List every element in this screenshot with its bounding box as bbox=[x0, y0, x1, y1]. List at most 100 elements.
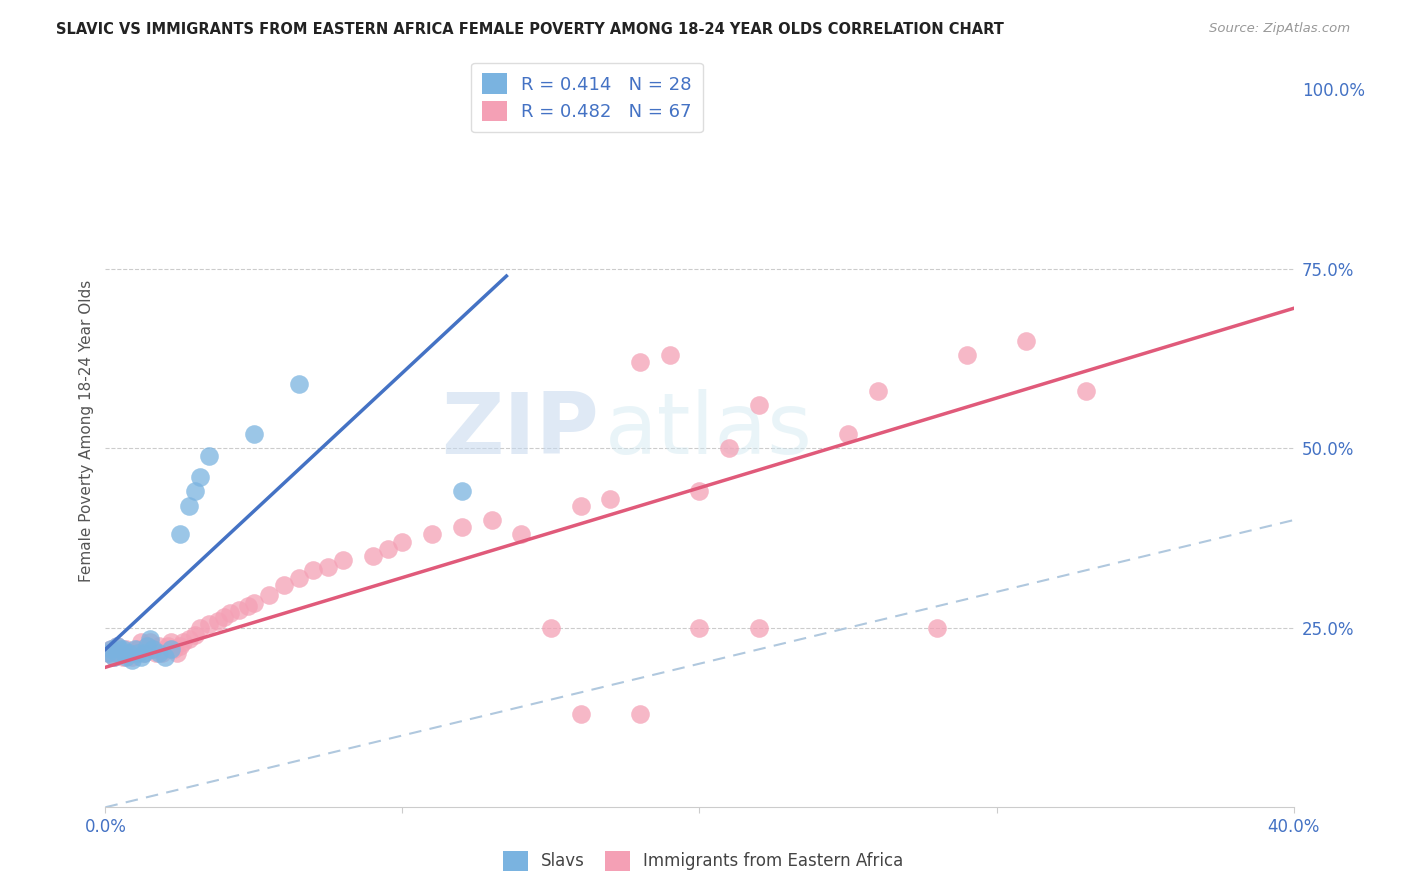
Point bbox=[1015, 334, 1038, 348]
Point bbox=[169, 527, 191, 541]
Text: SLAVIC VS IMMIGRANTS FROM EASTERN AFRICA FEMALE POVERTY AMONG 18-24 YEAR OLDS CO: SLAVIC VS IMMIGRANTS FROM EASTERN AFRICA… bbox=[56, 22, 1004, 37]
Point bbox=[228, 603, 250, 617]
Point bbox=[718, 442, 741, 456]
Point bbox=[121, 653, 143, 667]
Point bbox=[97, 646, 120, 660]
Point bbox=[150, 646, 173, 660]
Point bbox=[243, 596, 266, 610]
Point bbox=[599, 491, 621, 506]
Point bbox=[115, 642, 138, 657]
Point bbox=[302, 563, 325, 577]
Point bbox=[198, 449, 221, 463]
Point bbox=[132, 646, 155, 660]
Point bbox=[183, 628, 205, 642]
Point bbox=[97, 646, 120, 660]
Point bbox=[510, 527, 533, 541]
Point bbox=[118, 646, 141, 660]
Point bbox=[257, 589, 280, 603]
Point bbox=[103, 649, 125, 664]
Point bbox=[110, 646, 132, 660]
Text: Source: ZipAtlas.com: Source: ZipAtlas.com bbox=[1209, 22, 1350, 36]
Point bbox=[163, 642, 186, 657]
Point bbox=[748, 621, 770, 635]
Point bbox=[132, 646, 155, 660]
Point bbox=[112, 649, 135, 664]
Legend: Slavs, Immigrants from Eastern Africa: Slavs, Immigrants from Eastern Africa bbox=[495, 842, 911, 880]
Point bbox=[118, 646, 141, 660]
Point bbox=[273, 578, 295, 592]
Point bbox=[129, 635, 152, 649]
Point bbox=[207, 614, 229, 628]
Point bbox=[136, 639, 159, 653]
Point bbox=[121, 649, 143, 664]
Point bbox=[219, 607, 242, 621]
Point bbox=[169, 639, 191, 653]
Point bbox=[136, 639, 159, 653]
Point bbox=[569, 706, 592, 721]
Point bbox=[115, 649, 138, 664]
Point bbox=[837, 427, 859, 442]
Point bbox=[142, 642, 165, 657]
Point bbox=[156, 639, 179, 653]
Point bbox=[159, 642, 181, 657]
Point bbox=[177, 499, 200, 513]
Point bbox=[166, 646, 188, 660]
Text: atlas: atlas bbox=[605, 389, 813, 472]
Point bbox=[124, 646, 146, 660]
Point bbox=[129, 649, 152, 664]
Point bbox=[866, 384, 889, 398]
Point bbox=[198, 617, 221, 632]
Point bbox=[927, 621, 949, 635]
Point bbox=[361, 549, 384, 563]
Point bbox=[450, 484, 472, 499]
Point bbox=[100, 642, 122, 657]
Point bbox=[148, 646, 170, 660]
Point bbox=[139, 632, 162, 646]
Point bbox=[540, 621, 562, 635]
Point bbox=[658, 348, 681, 362]
Point bbox=[316, 559, 339, 574]
Point bbox=[112, 642, 135, 657]
Point bbox=[177, 632, 200, 646]
Point bbox=[100, 642, 122, 657]
Point bbox=[105, 639, 128, 653]
Point bbox=[110, 642, 132, 657]
Point bbox=[142, 642, 165, 657]
Point bbox=[172, 635, 194, 649]
Point bbox=[628, 355, 651, 369]
Point bbox=[103, 649, 125, 664]
Y-axis label: Female Poverty Among 18-24 Year Olds: Female Poverty Among 18-24 Year Olds bbox=[79, 279, 94, 582]
Point bbox=[105, 646, 128, 660]
Point bbox=[287, 570, 309, 584]
Point bbox=[190, 470, 212, 484]
Point bbox=[689, 621, 711, 635]
Point bbox=[450, 520, 472, 534]
Point bbox=[748, 398, 770, 412]
Point bbox=[127, 642, 149, 657]
Point bbox=[124, 642, 146, 657]
Point bbox=[377, 541, 399, 556]
Text: ZIP: ZIP bbox=[440, 389, 599, 472]
Point bbox=[153, 649, 176, 664]
Point bbox=[105, 639, 128, 653]
Point bbox=[190, 621, 212, 635]
Point bbox=[287, 376, 309, 391]
Point bbox=[332, 552, 354, 566]
Point bbox=[153, 642, 176, 657]
Point bbox=[1074, 384, 1097, 398]
Point bbox=[236, 599, 259, 614]
Point bbox=[159, 635, 181, 649]
Point bbox=[139, 635, 162, 649]
Point bbox=[214, 610, 236, 624]
Point bbox=[127, 646, 149, 660]
Point bbox=[148, 639, 170, 653]
Point bbox=[420, 527, 443, 541]
Point bbox=[391, 534, 413, 549]
Point bbox=[628, 706, 651, 721]
Point bbox=[569, 499, 592, 513]
Point bbox=[689, 484, 711, 499]
Point bbox=[183, 484, 205, 499]
Legend: R = 0.414   N = 28, R = 0.482   N = 67: R = 0.414 N = 28, R = 0.482 N = 67 bbox=[471, 62, 703, 132]
Point bbox=[956, 348, 979, 362]
Point bbox=[481, 513, 503, 527]
